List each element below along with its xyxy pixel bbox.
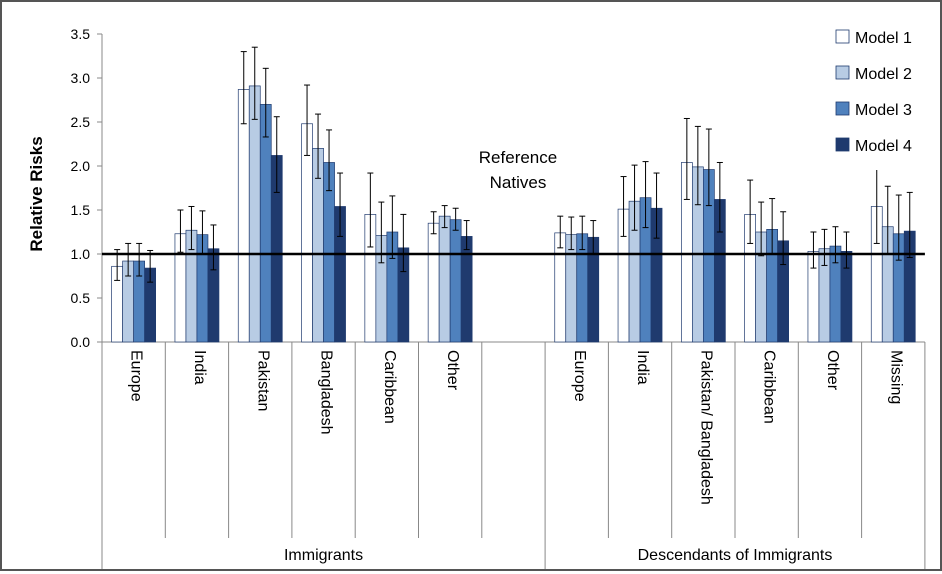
category-label: Other [824, 350, 841, 391]
y-tick-label: 0.0 [71, 334, 91, 350]
category-label: Europe [128, 350, 145, 402]
bar [427, 222, 440, 343]
group-label: Descendants of Immigrants [638, 547, 833, 564]
bar [460, 236, 473, 343]
category-label: Europe [571, 350, 588, 402]
bar [301, 123, 313, 343]
legend-label: Model 3 [855, 102, 912, 119]
bar [237, 89, 250, 343]
legend-swatch [835, 29, 850, 44]
category-labels: Europe India Pakistan Bangladesh Caribbean Ot… [128, 350, 905, 564]
legend-swatch [835, 101, 850, 116]
bar [438, 215, 451, 343]
category-label: India [634, 350, 651, 385]
reference-label-background [465, 145, 571, 195]
bar [259, 104, 272, 343]
group-label: Immigrants [284, 547, 363, 564]
category-label: Other [444, 350, 461, 391]
bar [248, 85, 261, 343]
error-bars [114, 46, 913, 283]
bars [111, 85, 916, 343]
category-label: India [191, 350, 208, 385]
y-axis-title: Relative Risks [27, 136, 46, 251]
y-tick-label: 2.0 [71, 158, 91, 174]
category-label: Bangladesh [318, 350, 335, 435]
reference-label: Reference [479, 148, 557, 167]
bar [554, 232, 567, 343]
legend-swatch [835, 137, 850, 152]
reference-line-group: Reference Natives [102, 145, 925, 256]
bar [449, 219, 462, 343]
y-tick-label: 0.5 [71, 290, 91, 306]
legend-label: Model 1 [855, 30, 912, 47]
category-label: Caribbean [761, 350, 778, 424]
category-label: Pakistan/ Bangladesh [697, 350, 714, 505]
category-label: Pakistan [254, 350, 271, 411]
legend-label: Model 4 [855, 138, 912, 155]
category-label: Missing [887, 350, 904, 404]
y-tick-label: 2.5 [71, 114, 91, 130]
category-label: Caribbean [381, 350, 398, 424]
y-tick-label: 3.0 [71, 70, 91, 86]
y-tick-label: 1.0 [71, 246, 91, 262]
reference-label: Natives [490, 173, 547, 192]
legend-swatch [835, 65, 850, 80]
y-tick-label: 1.5 [71, 202, 91, 218]
legend-label: Model 2 [855, 66, 912, 83]
bar [565, 234, 578, 343]
y-tick-label: 3.5 [71, 26, 91, 42]
legend: Model 1 Model 2 Model 3 Model 4 [822, 22, 938, 170]
